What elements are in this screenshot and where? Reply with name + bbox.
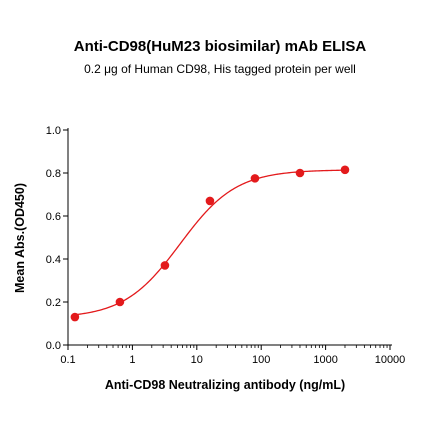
x-tick-label: 1000 (313, 354, 337, 366)
chart-subtitle: 0.2 μg of Human CD98, His tagged protein… (84, 62, 356, 76)
y-tick-label: 0.0 (46, 340, 61, 352)
data-point (205, 196, 215, 206)
axes (67, 128, 392, 346)
x-tick-label: 10 (191, 354, 203, 366)
x-tick-label: 0.1 (60, 354, 75, 366)
y-tick-label: 0.8 (46, 168, 61, 180)
data-points (70, 165, 350, 322)
data-point (160, 261, 170, 270)
y-tick-label: 0.4 (46, 254, 61, 266)
x-tick-label: 100 (252, 354, 270, 366)
x-axis-label: Anti-CD98 Neutralizing antibody (ng/mL) (105, 378, 345, 392)
data-point (340, 165, 350, 175)
y-tick-label: 1.0 (46, 125, 61, 137)
data-point (250, 174, 260, 183)
y-axis-label: Mean Abs.(OD450) (13, 183, 27, 293)
chart-title: Anti-CD98(HuM23 biosimilar) mAb ELISA (73, 38, 367, 55)
x-tick-label: 10000 (375, 354, 406, 366)
y-tick-label: 0.2 (46, 297, 61, 309)
ticks: 0.0 0.2 0.4 0.6 0.8 1.0 0.1 1 10 100 1000 10000 (46, 125, 406, 366)
data-point (295, 168, 305, 178)
fit-curve (74, 169, 345, 316)
data-point (115, 297, 125, 307)
y-tick-label: 0.6 (46, 211, 61, 223)
x-tick-label: 1 (129, 354, 135, 366)
data-point (70, 312, 80, 322)
